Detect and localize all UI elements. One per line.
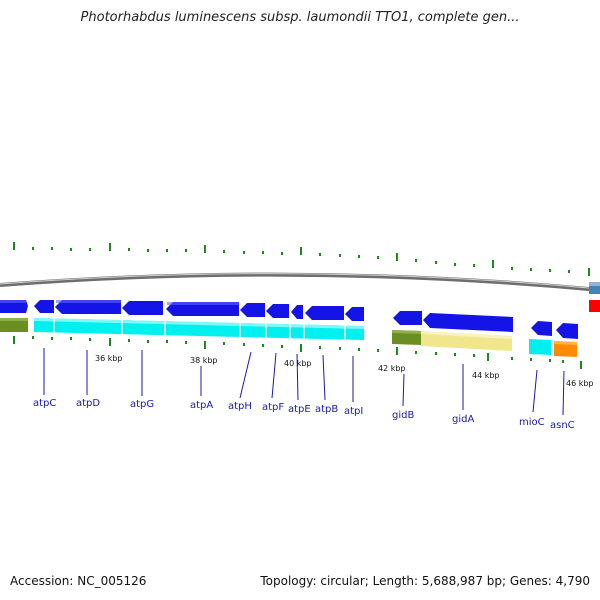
cds-arrow[interactable] [423,313,513,332]
cds-track [0,300,578,339]
ruler-labels: 36 kbp 38 kbp 40 kbp 42 kbp 44 kbp 46 kb… [95,354,594,388]
cds-arrow[interactable] [393,311,422,325]
cds-arrow[interactable] [291,305,303,319]
outer-tick-row [13,242,590,276]
cds-arrow[interactable] [240,303,265,317]
gene-label-atpD[interactable]: atpD [76,398,100,409]
cds-arrow[interactable] [305,306,344,320]
feature-steelblue[interactable] [589,282,600,294]
gene-label-atpH[interactable]: atpH [228,401,252,412]
gene-label-atpF[interactable]: atpF [262,402,284,413]
accession-text: Accession: NC_005126 [10,574,147,588]
kbp-label: 38 kbp [190,356,218,365]
cds-arrow[interactable] [531,321,552,336]
cog-block-cyan[interactable] [34,318,364,340]
gene-label-atpE[interactable]: atpE [288,404,311,415]
cds-arrow[interactable] [266,304,289,318]
gene-label-asnC[interactable]: asnC [550,420,575,431]
cog-block-orange[interactable] [554,341,577,357]
gene-label-atpA[interactable]: atpA [190,400,213,411]
gene-label-atpC[interactable]: atpC [33,398,56,409]
gene-label-gidB[interactable]: gidB [392,410,414,421]
gene-label-atpG[interactable]: atpG [130,399,154,410]
cds-arrow[interactable] [166,302,239,316]
cog-block-olive[interactable] [0,318,28,332]
kbp-label: 42 kbp [378,364,406,373]
cog-block-cyan[interactable] [529,339,551,355]
gene-leader-lines [43,348,565,416]
genome-summary-text: Topology: circular; Length: 5,688,987 bp… [260,574,590,588]
kbp-label: 40 kbp [284,359,312,368]
inner-tick-row [13,336,582,369]
cds-arrow[interactable] [0,300,28,313]
gene-label-atpB[interactable]: atpB [315,404,338,415]
kbp-label: 36 kbp [95,354,123,363]
gene-labels: atpC atpD atpG atpA atpH atpF atpE atpB … [33,398,575,431]
cds-arrow[interactable] [345,307,364,321]
gene-label-gidA[interactable]: gidA [452,414,474,425]
cog-track [0,318,577,357]
cds-arrow[interactable] [34,300,54,313]
feature-red[interactable] [589,300,600,312]
cds-arrow[interactable] [556,323,578,339]
gene-label-mioC[interactable]: mioC [519,417,545,428]
gene-label-atpI[interactable]: atpI [344,406,363,417]
map-title: Photorhabdus luminescens subsp. laumondi… [80,10,520,25]
kbp-label: 46 kbp [566,379,594,388]
cds-arrow[interactable] [55,300,121,314]
cds-arrow[interactable] [122,301,163,315]
kbp-label: 44 kbp [472,371,500,380]
genome-backbone [0,272,600,292]
